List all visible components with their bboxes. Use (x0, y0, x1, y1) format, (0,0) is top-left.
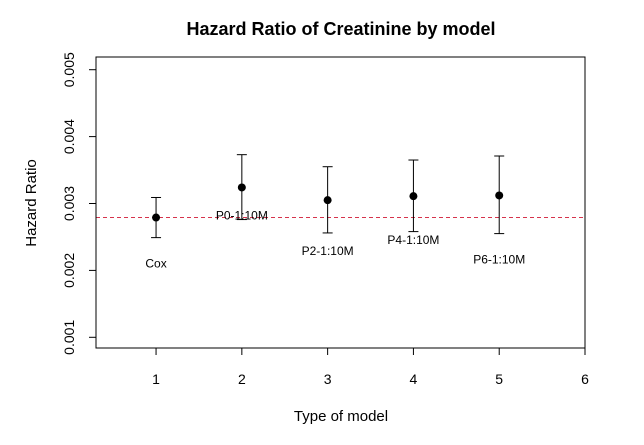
point-label: Cox (145, 257, 166, 271)
data-marks: Cox P0-1:10M P2-1:10M P4-1:10M P6-1:10M (145, 154, 525, 271)
plot-area-border (95, 56, 586, 349)
x-tick-label: 1 (152, 371, 160, 387)
chart-title: Hazard Ratio of Creatinine by model (186, 19, 495, 39)
y-tick-label: 0.003 (61, 186, 77, 221)
x-tick-label: 6 (581, 371, 589, 387)
x-tick-label: 2 (238, 371, 246, 387)
x-tick-label: 5 (495, 371, 503, 387)
x-tick-label: 4 (410, 371, 418, 387)
data-point (237, 183, 246, 192)
data-point (152, 213, 161, 222)
x-tick-label: 3 (324, 371, 332, 387)
y-axis: 0.001 0.002 0.003 0.004 0.005 (61, 52, 97, 355)
point-label: P0-1:10M (216, 208, 268, 222)
y-tick-label: 0.005 (61, 52, 77, 87)
y-axis-label: Hazard Ratio (23, 159, 40, 247)
data-point (323, 196, 332, 205)
x-axis: 1 2 3 4 5 6 (152, 347, 589, 387)
point-label: P2-1:10M (302, 244, 354, 258)
y-tick-label: 0.002 (61, 253, 77, 288)
y-tick-label: 0.004 (61, 119, 77, 154)
point-label: P4-1:10M (387, 233, 439, 247)
data-point (495, 191, 504, 200)
data-point (409, 192, 418, 201)
x-axis-label: Type of model (294, 408, 388, 425)
y-tick-label: 0.001 (61, 320, 77, 355)
point-label: P6-1:10M (473, 252, 525, 266)
